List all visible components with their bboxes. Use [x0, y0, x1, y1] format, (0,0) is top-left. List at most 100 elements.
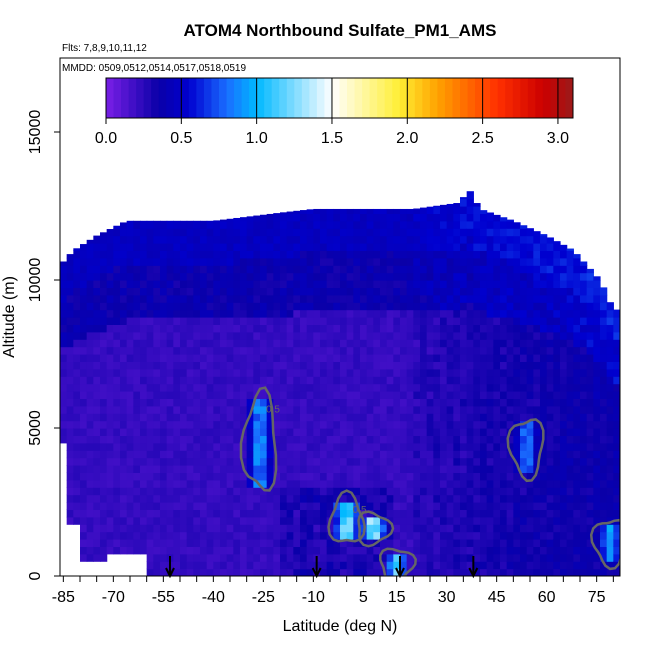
heatmap-cell	[206, 354, 214, 362]
heatmap-cell	[553, 413, 561, 422]
heatmap-cell	[100, 354, 108, 362]
heatmap-cell	[240, 294, 248, 303]
heatmap-cell	[346, 531, 354, 540]
heatmap-cell	[66, 324, 74, 333]
heatmap-cell	[73, 494, 81, 503]
heatmap-cell	[260, 391, 268, 399]
heatmap-cell	[586, 268, 594, 274]
heatmap-cell	[366, 354, 374, 362]
heatmap-cell	[200, 561, 208, 570]
heatmap-cell	[460, 524, 468, 533]
heatmap-cell	[466, 324, 474, 333]
heatmap-cell	[313, 208, 321, 214]
heatmap-cell	[380, 398, 388, 407]
heatmap-cell	[360, 494, 368, 503]
heatmap-cell	[333, 568, 341, 576]
heatmap-cell	[513, 302, 521, 311]
heatmap-cell	[280, 287, 288, 296]
heatmap-cell	[460, 354, 468, 362]
heatmap-cell	[333, 331, 341, 340]
heatmap-cell	[246, 228, 254, 237]
heatmap-cell	[400, 287, 408, 296]
heatmap-cell	[160, 405, 168, 414]
heatmap-cell	[340, 450, 348, 459]
heatmap-cell	[353, 413, 361, 422]
heatmap-cell	[546, 531, 554, 540]
heatmap-cell	[593, 287, 601, 296]
heatmap-cell	[273, 442, 281, 451]
heatmap-cell	[93, 280, 101, 288]
heatmap-cell	[393, 524, 401, 533]
heatmap-cell	[546, 546, 554, 555]
heatmap-cell	[366, 398, 374, 407]
heatmap-cell	[320, 250, 328, 259]
heatmap-cell	[566, 309, 574, 318]
heatmap-cell	[566, 561, 574, 570]
heatmap-cell	[453, 428, 461, 436]
heatmap-cell	[580, 383, 588, 392]
heatmap-cell	[560, 442, 568, 451]
heatmap-cell	[506, 494, 514, 503]
heatmap-cell	[146, 368, 154, 377]
heatmap-cell	[433, 317, 441, 325]
heatmap-cell	[206, 435, 214, 444]
heatmap-cell	[266, 405, 274, 414]
heatmap-cell	[493, 405, 501, 414]
heatmap-cell	[426, 524, 434, 533]
heatmap-cell	[120, 398, 128, 407]
heatmap-cell	[533, 494, 541, 503]
x-axis-label: Latitude (deg N)	[283, 618, 398, 635]
heatmap-cell	[540, 265, 548, 274]
heatmap-cell	[433, 405, 441, 414]
heatmap-cell	[113, 287, 121, 296]
heatmap-cell	[426, 272, 434, 281]
heatmap-cell	[446, 546, 454, 555]
heatmap-cell	[120, 235, 128, 244]
heatmap-cell	[426, 428, 434, 436]
heatmap-cell	[213, 531, 221, 540]
heatmap-cell	[226, 346, 234, 355]
heatmap-cell	[346, 524, 354, 533]
heatmap-cell	[380, 376, 388, 385]
heatmap-cell	[406, 250, 414, 259]
heatmap-cell	[260, 287, 268, 296]
heatmap-cell	[533, 339, 541, 348]
heatmap-cell	[613, 317, 620, 325]
heatmap-cell	[360, 309, 368, 318]
heatmap-cell	[566, 546, 574, 555]
heatmap-cell	[66, 472, 74, 481]
heatmap-cell	[386, 250, 394, 259]
heatmap-cell	[386, 287, 394, 296]
heatmap-cell	[320, 376, 328, 385]
heatmap-cell	[466, 546, 474, 555]
heatmap-cell	[173, 502, 181, 510]
heatmap-cell	[153, 568, 161, 576]
heatmap-cell	[413, 383, 421, 392]
heatmap-cell	[166, 420, 174, 429]
heatmap-cell	[166, 487, 174, 496]
colorbar-segment	[301, 78, 310, 118]
heatmap-cell	[406, 472, 414, 481]
heatmap-cell	[240, 435, 248, 444]
heatmap-cell	[286, 405, 294, 414]
heatmap-cell	[233, 265, 241, 274]
heatmap-cell	[526, 524, 534, 533]
heatmap-cell	[466, 524, 474, 533]
heatmap-cell	[560, 331, 568, 340]
heatmap-cell	[260, 214, 268, 222]
heatmap-cell	[100, 232, 108, 237]
heatmap-cell	[546, 324, 554, 333]
heatmap-cell	[326, 465, 334, 473]
heatmap-cell	[273, 257, 281, 266]
heatmap-cell	[360, 287, 368, 296]
heatmap-cell	[340, 442, 348, 451]
heatmap-cell	[573, 457, 581, 466]
heatmap-cell	[420, 250, 428, 259]
heatmap-cell	[213, 257, 221, 266]
heatmap-cell	[533, 280, 541, 288]
heatmap-cell	[266, 502, 274, 510]
heatmap-cell	[180, 376, 188, 385]
heatmap-cell	[466, 516, 474, 525]
heatmap-cell	[300, 324, 308, 333]
heatmap-cell	[66, 309, 74, 318]
